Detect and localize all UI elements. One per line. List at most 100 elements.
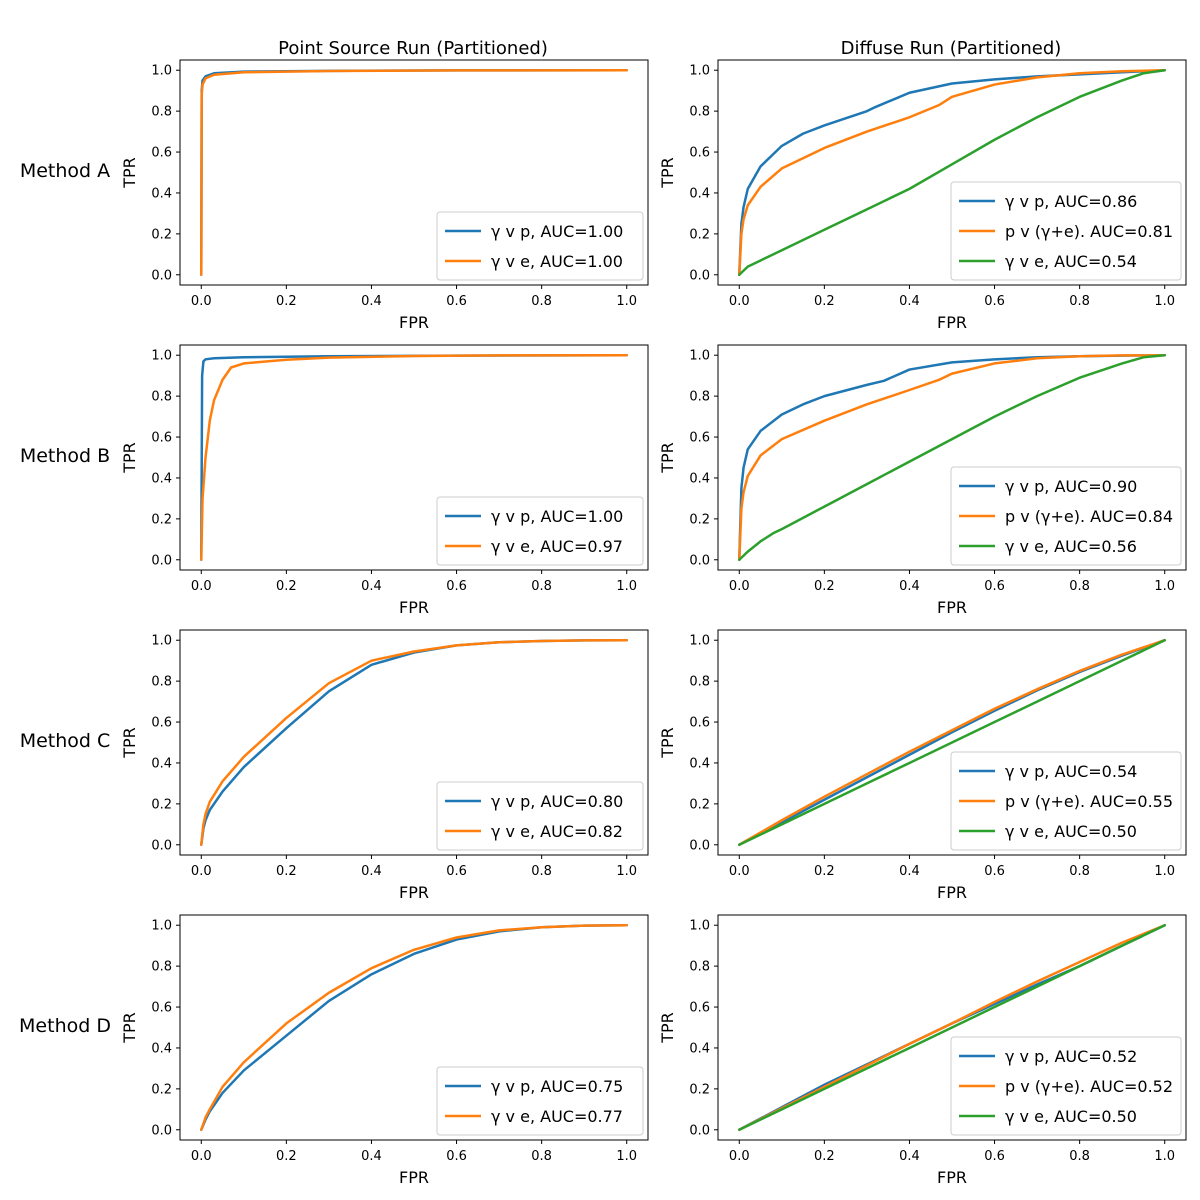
x-tick-label: 0.0 [191, 579, 212, 594]
y-tick-label: 0.0 [151, 1123, 172, 1138]
roc-panel: 0.0 0.2 0.4 0.6 0.8 1.0 0.0 0.2 0.4 0.6 0.8 1.0 FPR T… [658, 629, 1187, 902]
x-tick-label: 0.0 [729, 294, 750, 309]
y-axis-label: TPR [120, 1012, 139, 1044]
column-title-point-source: Point Source Run (Partitioned) [278, 38, 548, 59]
roc-curve-orange [200, 353, 628, 562]
legend-box [436, 1066, 644, 1136]
x-axis-label: FPR [937, 598, 967, 617]
roc-curve-orange [738, 353, 1166, 562]
x-axis-label: FPR [399, 1168, 429, 1187]
legend: γ v p, AUC=1.00 γ v e, AUC=1.00 [436, 211, 644, 281]
x-tick-label: 0.2 [814, 294, 835, 309]
roc-curve-orange [738, 68, 1166, 277]
y-tick-label: 0.4 [689, 1041, 710, 1056]
y-tick-label: 1.0 [689, 349, 710, 364]
legend: γ v p, AUC=0.90 p v (γ+e). AUC=0.84 γ v e,… [950, 466, 1182, 566]
roc-panel: 0.0 0.2 0.4 0.6 0.8 1.0 0.0 0.2 0.4 0.6 0.8 1.0 FPR T… [658, 59, 1187, 332]
x-axis-label: FPR [399, 883, 429, 902]
y-tick-label: 0.6 [151, 716, 172, 731]
x-tick-label: 1.0 [1154, 579, 1175, 594]
y-tick-label: 0.4 [151, 756, 172, 771]
x-axis-label: FPR [399, 598, 429, 617]
y-tick-label: 0.4 [689, 471, 710, 486]
legend-entry: γ v e, AUC=0.50 [1005, 822, 1137, 841]
axes-frame [717, 914, 1187, 1141]
y-axis-label: TPR [658, 157, 677, 189]
x-tick-label: 0.6 [984, 579, 1005, 594]
legend-box [950, 181, 1182, 281]
roc-panel: 0.0 0.2 0.4 0.6 0.8 1.0 0.0 0.2 0.4 0.6 0.8 1.0 FPR T… [658, 344, 1187, 617]
x-tick-label: 1.0 [616, 1149, 637, 1164]
y-tick-label: 0.2 [151, 1082, 172, 1097]
y-tick-label: 0.0 [689, 268, 710, 283]
row-label-method-b: Method B [20, 445, 110, 467]
x-tick-label: 0.6 [446, 579, 467, 594]
legend-box [436, 781, 644, 851]
x-tick-label: 0.2 [814, 864, 835, 879]
y-tick-label: 0.2 [689, 797, 710, 812]
y-tick-label: 0.8 [689, 675, 710, 690]
roc-curve-orange [200, 68, 628, 277]
y-tick-label: 1.0 [689, 634, 710, 649]
x-tick-label: 1.0 [1154, 1149, 1175, 1164]
legend-entry: γ v e, AUC=0.56 [1005, 537, 1137, 556]
legend: γ v p, AUC=1.00 γ v e, AUC=0.97 [436, 496, 644, 566]
y-axis-label: TPR [658, 727, 677, 759]
x-tick-label: 0.0 [729, 864, 750, 879]
x-tick-label: 0.4 [899, 579, 920, 594]
roc-panel: 0.0 0.2 0.4 0.6 0.8 1.0 0.0 0.2 0.4 0.6 0.8 1.0 FPR T… [120, 344, 649, 617]
y-tick-label: 0.6 [689, 146, 710, 161]
legend-entry: γ v p, AUC=0.54 [1005, 762, 1137, 781]
x-tick-label: 0.6 [984, 294, 1005, 309]
series-group [200, 353, 628, 562]
x-tick-label: 0.0 [191, 294, 212, 309]
x-tick-label: 0.2 [814, 579, 835, 594]
legend-entry: γ v e, AUC=1.00 [491, 252, 623, 271]
legend-entry: γ v e, AUC=0.97 [491, 537, 623, 556]
panels: 0.0 0.2 0.4 0.6 0.8 1.0 0.0 0.2 0.4 0.6 0.8 1.0 FPR T… [120, 59, 1187, 1187]
series-group [200, 923, 628, 1132]
x-tick-label: 0.6 [446, 294, 467, 309]
axes-frame [717, 59, 1187, 286]
legend: γ v p, AUC=0.80 γ v e, AUC=0.82 [436, 781, 644, 851]
legend-entry: p v (γ+e). AUC=0.55 [1005, 792, 1173, 811]
y-tick-label: 0.0 [151, 553, 172, 568]
x-axis-label: FPR [399, 313, 429, 332]
x-tick-label: 0.0 [729, 1149, 750, 1164]
roc-panel: 0.0 0.2 0.4 0.6 0.8 1.0 0.0 0.2 0.4 0.6 0.8 1.0 FPR T… [120, 629, 649, 902]
x-tick-label: 0.8 [1069, 294, 1090, 309]
x-tick-label: 0.4 [361, 579, 382, 594]
series-group [200, 638, 628, 847]
y-tick-label: 0.2 [689, 512, 710, 527]
legend-box [950, 1036, 1182, 1136]
y-tick-label: 1.0 [689, 64, 710, 79]
roc-curve-orange [200, 923, 628, 1132]
legend-box [436, 496, 644, 566]
y-tick-label: 1.0 [151, 634, 172, 649]
y-tick-label: 0.4 [689, 756, 710, 771]
roc-curve-orange [738, 638, 1166, 847]
x-tick-label: 0.4 [899, 864, 920, 879]
x-tick-label: 0.6 [984, 864, 1005, 879]
legend: γ v p, AUC=0.86 p v (γ+e). AUC=0.81 γ v e,… [950, 181, 1182, 281]
y-tick-label: 0.6 [151, 431, 172, 446]
x-tick-label: 0.8 [531, 294, 552, 309]
y-tick-label: 1.0 [689, 919, 710, 934]
y-tick-label: 0.8 [689, 105, 710, 120]
x-tick-label: 0.2 [276, 1149, 297, 1164]
legend-entry: p v (γ+e). AUC=0.84 [1005, 507, 1173, 526]
y-tick-label: 0.8 [151, 675, 172, 690]
y-tick-label: 0.0 [151, 838, 172, 853]
roc-curve-orange [738, 923, 1166, 1132]
y-tick-label: 0.8 [689, 960, 710, 975]
x-axis-label: FPR [937, 883, 967, 902]
x-tick-label: 0.0 [729, 579, 750, 594]
y-tick-label: 0.8 [689, 390, 710, 405]
legend-entry: γ v p, AUC=0.75 [491, 1077, 623, 1096]
x-tick-label: 0.8 [531, 1149, 552, 1164]
legend-entry: γ v p, AUC=0.52 [1005, 1047, 1137, 1066]
y-axis-label: TPR [120, 727, 139, 759]
series-group [738, 353, 1166, 562]
legend: γ v p, AUC=0.54 p v (γ+e). AUC=0.55 γ v e,… [950, 751, 1182, 851]
legend-entry: γ v p, AUC=0.86 [1005, 192, 1137, 211]
